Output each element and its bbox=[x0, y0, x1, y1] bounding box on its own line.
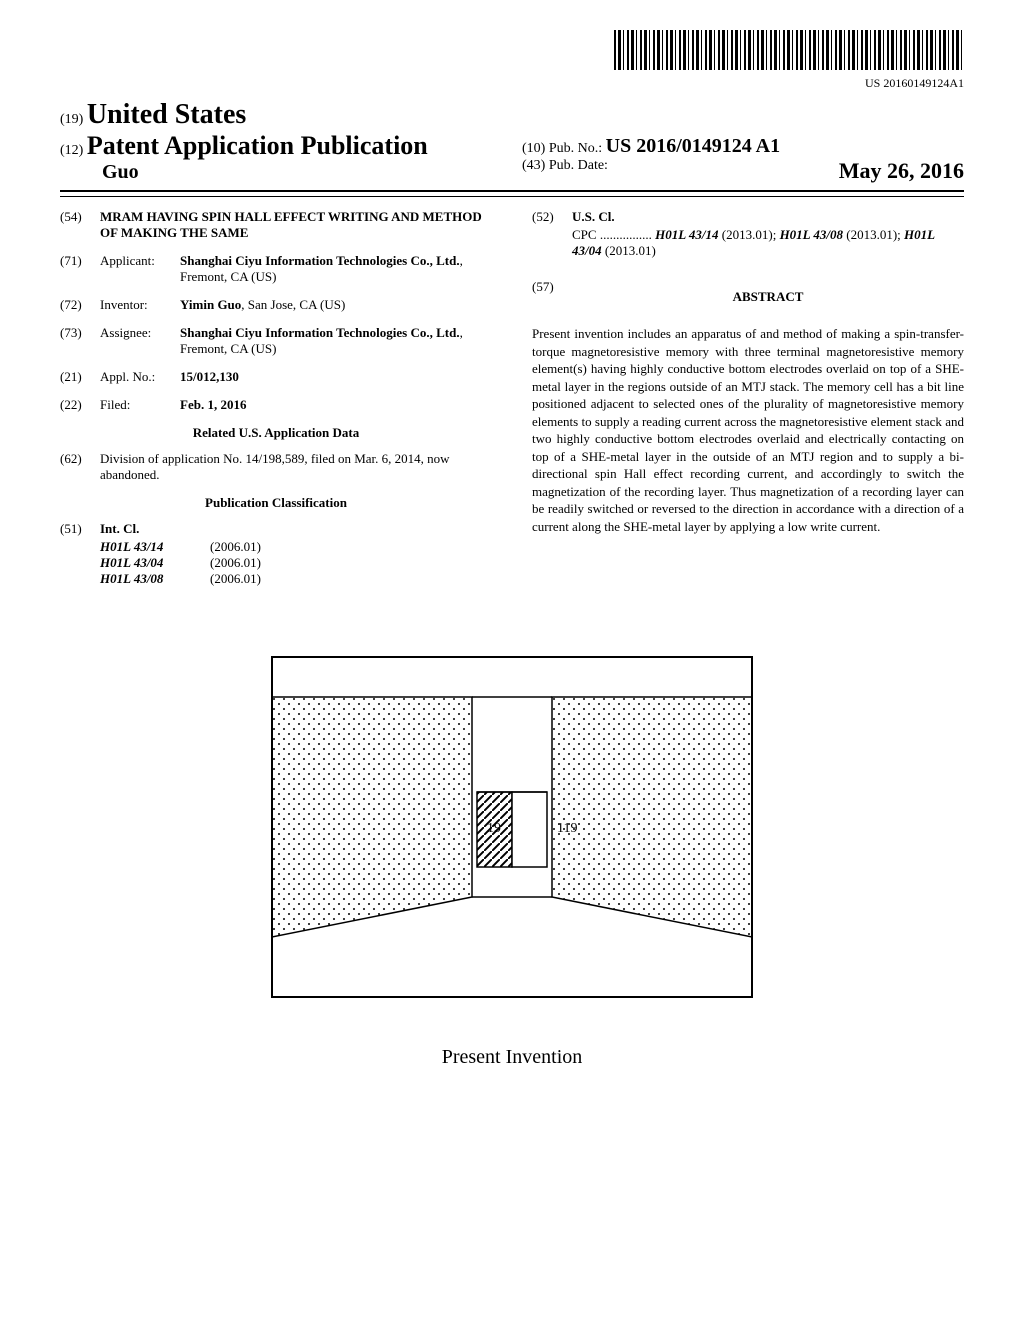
applicant-item: (71) Applicant: Shanghai Ciyu Informatio… bbox=[60, 253, 492, 285]
assignee-label: Assignee: bbox=[100, 325, 180, 357]
applicant-name: Shanghai Ciyu Information Technologies C… bbox=[180, 253, 460, 268]
abstract-text: Present invention includes an apparatus … bbox=[532, 325, 964, 536]
pub-date-value: May 26, 2016 bbox=[839, 158, 964, 184]
applno-label: Appl. No.: bbox=[100, 369, 180, 385]
barcode-image bbox=[614, 30, 964, 70]
intcl-year: (2006.01) bbox=[210, 555, 261, 571]
patent-figure: 19 119 bbox=[212, 627, 812, 1027]
cpc-line: CPC ................ H01L 43/14 (2013.01… bbox=[532, 227, 964, 259]
abstract-label: ABSTRACT bbox=[572, 289, 964, 305]
cpc-code: H01L 43/14 bbox=[655, 227, 718, 242]
title-item: (54) MRAM HAVING SPIN HALL EFFECT WRITIN… bbox=[60, 209, 492, 241]
intcl-label: Int. Cl. bbox=[100, 521, 492, 537]
biblio-left-col: (54) MRAM HAVING SPIN HALL EFFECT WRITIN… bbox=[60, 209, 492, 587]
pub-date-line: (43) Pub. Date: May 26, 2016 bbox=[522, 158, 964, 174]
division-value: Division of application No. 14/198,589, … bbox=[100, 451, 492, 483]
uscl-label: U.S. Cl. bbox=[572, 209, 964, 225]
intcl-table: H01L 43/14 (2006.01) H01L 43/04 (2006.01… bbox=[100, 539, 492, 587]
intcl-row: H01L 43/14 (2006.01) bbox=[100, 539, 492, 555]
cpc-year: (2013.01) bbox=[846, 227, 897, 242]
pub-type-code: (12) bbox=[60, 143, 83, 158]
figure-section: 19 119 Present Invention bbox=[60, 627, 964, 1069]
filed-value: Feb. 1, 2016 bbox=[180, 397, 492, 413]
country-line: (19) United States bbox=[60, 99, 502, 131]
divider-rule bbox=[60, 196, 964, 197]
header-left: (19) United States (12) Patent Applicati… bbox=[60, 99, 502, 184]
country-code: (19) bbox=[60, 112, 83, 127]
inventor-loc: , San Jose, CA (US) bbox=[241, 297, 345, 312]
country-name: United States bbox=[87, 99, 246, 130]
pub-type-line: (12) Patent Application Publication bbox=[60, 131, 502, 161]
inventor-value: Yimin Guo, San Jose, CA (US) bbox=[180, 297, 492, 313]
header-row: (19) United States (12) Patent Applicati… bbox=[60, 99, 964, 192]
biblio-right-col: (52) U.S. Cl. CPC ................ H01L … bbox=[532, 209, 964, 587]
figure-label-right: 119 bbox=[557, 821, 577, 836]
author-line: Guo bbox=[60, 161, 502, 184]
biblio-section: (54) MRAM HAVING SPIN HALL EFFECT WRITIN… bbox=[60, 209, 964, 587]
division-item: (62) Division of application No. 14/198,… bbox=[60, 451, 492, 483]
pubclass-heading: Publication Classification bbox=[60, 495, 492, 511]
intcl-year: (2006.01) bbox=[210, 571, 261, 587]
intcl-item: (51) Int. Cl. bbox=[60, 521, 492, 537]
abstract-header: (57) ABSTRACT bbox=[532, 279, 964, 325]
intcl-year: (2006.01) bbox=[210, 539, 261, 555]
pub-date-code: (43) bbox=[522, 158, 545, 173]
cpc-year: (2013.01) bbox=[722, 227, 773, 242]
abstract-code: (57) bbox=[532, 279, 572, 325]
applno-value: 15/012,130 bbox=[180, 369, 492, 385]
title-code: (54) bbox=[60, 209, 100, 241]
filed-item: (22) Filed: Feb. 1, 2016 bbox=[60, 397, 492, 413]
applno-item: (21) Appl. No.: 15/012,130 bbox=[60, 369, 492, 385]
title-value: MRAM HAVING SPIN HALL EFFECT WRITING AND… bbox=[100, 209, 492, 241]
applicant-value: Shanghai Ciyu Information Technologies C… bbox=[180, 253, 492, 285]
applno-code: (21) bbox=[60, 369, 100, 385]
inventor-code: (72) bbox=[60, 297, 100, 313]
division-code: (62) bbox=[60, 451, 100, 483]
assignee-name: Shanghai Ciyu Information Technologies C… bbox=[180, 325, 460, 340]
assignee-value: Shanghai Ciyu Information Technologies C… bbox=[180, 325, 492, 357]
uscl-code: (52) bbox=[532, 209, 572, 225]
applicant-label: Applicant: bbox=[100, 253, 180, 285]
assignee-code: (73) bbox=[60, 325, 100, 357]
uscl-item: (52) U.S. Cl. bbox=[532, 209, 964, 225]
pub-no-value: US 2016/0149124 A1 bbox=[606, 135, 780, 157]
inventor-item: (72) Inventor: Yimin Guo, San Jose, CA (… bbox=[60, 297, 492, 313]
intcl-class: H01L 43/14 bbox=[100, 539, 210, 555]
barcode-label: US 20160149124A1 bbox=[60, 76, 964, 91]
pub-type: Patent Application Publication bbox=[87, 131, 428, 160]
header-right: (10) Pub. No.: US 2016/0149124 A1 (43) P… bbox=[502, 135, 964, 184]
intcl-row: H01L 43/08 (2006.01) bbox=[100, 571, 492, 587]
applicant-code: (71) bbox=[60, 253, 100, 285]
cpc-code: H01L 43/08 bbox=[780, 227, 843, 242]
inventor-name: Yimin Guo bbox=[180, 297, 241, 312]
pub-date-label: Pub. Date: bbox=[549, 158, 608, 173]
cpc-prefix: CPC ................ bbox=[572, 227, 652, 242]
figure-label-left: 19 bbox=[487, 821, 501, 836]
pub-no-label: Pub. No.: bbox=[549, 141, 602, 156]
pub-no-code: (10) bbox=[522, 141, 545, 156]
filed-code: (22) bbox=[60, 397, 100, 413]
assignee-item: (73) Assignee: Shanghai Ciyu Information… bbox=[60, 325, 492, 357]
barcode-section: US 20160149124A1 bbox=[60, 30, 964, 91]
pub-no-line: (10) Pub. No.: US 2016/0149124 A1 bbox=[522, 135, 964, 158]
intcl-class: H01L 43/08 bbox=[100, 571, 210, 587]
figure-caption: Present Invention bbox=[60, 1046, 964, 1069]
inventor-label: Inventor: bbox=[100, 297, 180, 313]
cpc-year: (2013.01) bbox=[605, 243, 656, 258]
intcl-code: (51) bbox=[60, 521, 100, 537]
intcl-row: H01L 43/04 (2006.01) bbox=[100, 555, 492, 571]
related-heading: Related U.S. Application Data bbox=[60, 425, 492, 441]
filed-label: Filed: bbox=[100, 397, 180, 413]
intcl-class: H01L 43/04 bbox=[100, 555, 210, 571]
